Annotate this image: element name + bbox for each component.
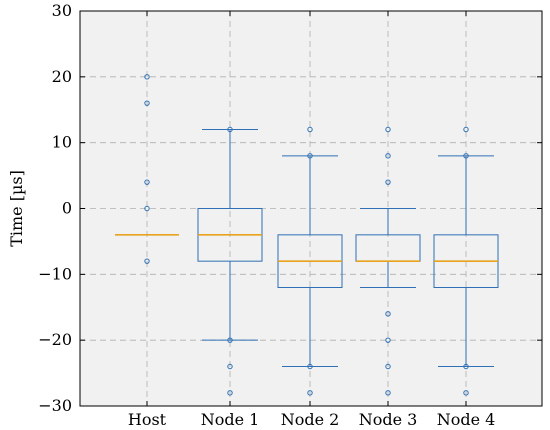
outlier-point (144, 258, 150, 264)
x-tick-label: Node 1 (201, 410, 260, 429)
box-group (433, 126, 499, 396)
y-tick-label: 10 (52, 133, 72, 152)
x-tick-label: Node 4 (437, 410, 496, 429)
y-tick-label: −20 (38, 330, 72, 349)
y-tick-label: −30 (38, 396, 72, 415)
outlier-point (463, 126, 469, 133)
outlier-point (385, 390, 391, 396)
ticks: 30 20 10 0 −10 −20 −30 Host Node 1 Node 2 Node 3 No… (38, 1, 542, 429)
y-tick-label: 20 (52, 67, 72, 86)
box-group (115, 74, 179, 264)
x-tick-label: Host (128, 410, 167, 429)
outlier-point (144, 100, 150, 106)
outlier-point (144, 74, 150, 80)
x-tick-label: Node 3 (359, 410, 418, 429)
outlier-point (385, 126, 391, 133)
outlier-point (227, 126, 233, 133)
x-tick-label: Node 2 (281, 410, 340, 429)
y-tick-label: 30 (52, 1, 72, 20)
outlier-point (385, 179, 391, 185)
boxes (115, 74, 499, 396)
outlier-point (385, 363, 391, 370)
outlier-point (307, 390, 313, 396)
outlier-point (307, 153, 313, 159)
y-tick-label: 0 (62, 199, 72, 218)
outlier-point (307, 363, 313, 370)
outlier-point (144, 179, 150, 185)
box-group (277, 126, 343, 396)
box-group (355, 126, 421, 396)
outlier-point (227, 337, 233, 343)
outlier-point (463, 153, 469, 159)
outlier-point (385, 311, 391, 317)
box-group (197, 126, 263, 396)
y-axis-label: Time [µs] (7, 170, 26, 247)
outlier-point (227, 363, 233, 370)
outlier-point (144, 205, 150, 212)
outlier-point (227, 390, 233, 396)
outlier-point (307, 126, 313, 133)
outlier-point (385, 153, 391, 159)
outlier-point (463, 390, 469, 396)
outlier-point (463, 363, 469, 370)
outlier-point (385, 337, 391, 343)
y-tick-label: −10 (38, 264, 72, 283)
